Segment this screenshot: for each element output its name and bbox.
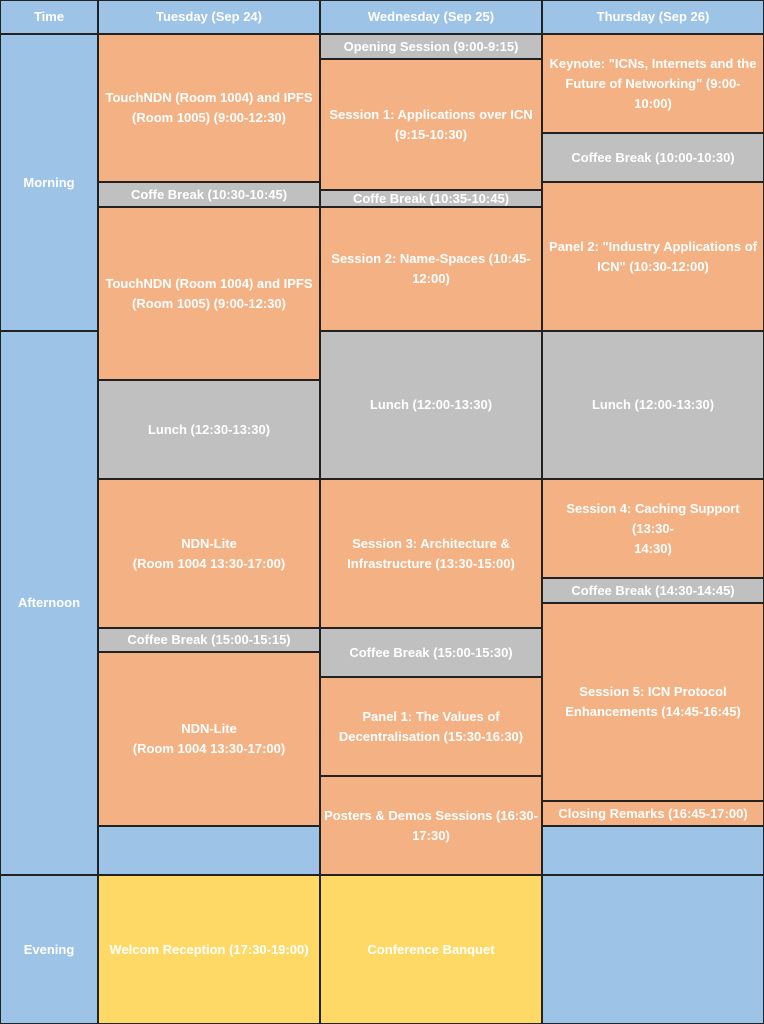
thursday-keynote: Keynote: "ICNs, Internets and the Future… xyxy=(542,34,764,133)
period-morning: Morning xyxy=(0,34,98,331)
header-time: Time xyxy=(0,0,98,34)
wednesday-coffee-break-2: Coffee Break (15:00-15:30) xyxy=(320,628,542,677)
tuesday-coffee-break-1: Coffe Break (10:30-10:45) xyxy=(98,182,320,207)
wednesday-panel-1: Panel 1: The Values of Decentralisation … xyxy=(320,677,542,776)
thursday-session-4: Session 4: Caching Support (13:30- 14:30… xyxy=(542,479,764,578)
thursday-lunch: Lunch (12:00-13:30) xyxy=(542,331,764,479)
tuesday-lunch: Lunch (12:30-13:30) xyxy=(98,380,320,479)
wednesday-lunch: Lunch (12:00-13:30) xyxy=(320,331,542,479)
thursday-evening-empty xyxy=(542,875,764,1024)
tuesday-touchndn-session-1: TouchNDN (Room 1004) and IPFS (Room 1005… xyxy=(98,34,320,182)
thursday-coffee-break-2: Coffee Break (14:30-14:45) xyxy=(542,578,764,603)
tuesday-welcome-reception: Welcom Reception (17:30-19:00) xyxy=(98,875,320,1024)
period-afternoon: Afternoon xyxy=(0,331,98,875)
thursday-closing-remarks: Closing Remarks (16:45-17:00) xyxy=(542,801,764,826)
wednesday-coffee-break-1: Coffe Break (10:35-10:45) xyxy=(320,190,542,207)
thursday-session-5: Session 5: ICN Protocol Enhancements (14… xyxy=(542,603,764,801)
wednesday-opening-session: Opening Session (9:00-9:15) xyxy=(320,34,542,59)
tuesday-empty-slot xyxy=(98,826,320,875)
tuesday-ndn-lite-session-1: NDN-Lite (Room 1004 13:30-17:00) xyxy=(98,479,320,628)
period-evening: Evening xyxy=(0,875,98,1024)
thursday-empty-slot xyxy=(542,826,764,875)
header-thursday: Thursday (Sep 26) xyxy=(542,0,764,34)
wednesday-session-2: Session 2: Name-Spaces (10:45- 12:00) xyxy=(320,207,542,331)
header-wednesday: Wednesday (Sep 25) xyxy=(320,0,542,34)
tuesday-touchndn-session-2: TouchNDN (Room 1004) and IPFS (Room 1005… xyxy=(98,207,320,380)
thursday-panel-2: Panel 2: "Industry Applications of ICN" … xyxy=(542,182,764,331)
wednesday-session-1: Session 1: Applications over ICN (9:15-1… xyxy=(320,59,542,190)
thursday-coffee-break-1: Coffee Break (10:00-10:30) xyxy=(542,133,764,182)
wednesday-posters-demos: Posters & Demos Sessions (16:30- 17:30) xyxy=(320,776,542,875)
tuesday-coffee-break-2: Coffee Break (15:00-15:15) xyxy=(98,628,320,652)
tuesday-ndn-lite-session-2: NDN-Lite (Room 1004 13:30-17:00) xyxy=(98,652,320,826)
wednesday-session-3: Session 3: Architecture & Infrastructure… xyxy=(320,479,542,628)
wednesday-conference-banquet: Conference Banquet xyxy=(320,875,542,1024)
header-tuesday: Tuesday (Sep 24) xyxy=(98,0,320,34)
